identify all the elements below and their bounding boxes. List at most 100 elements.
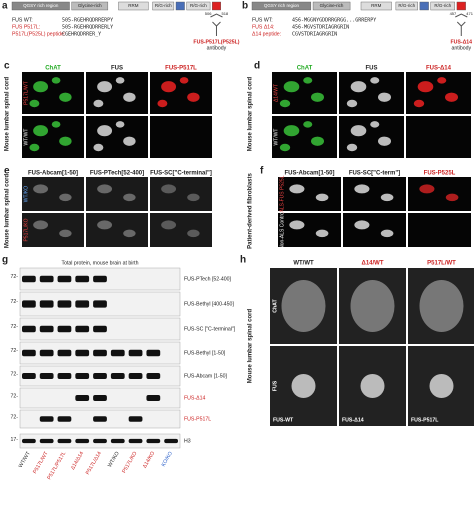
cell [289, 184, 305, 194]
cell [97, 125, 113, 137]
antibody-note: antibody [451, 45, 471, 51]
cell [51, 121, 61, 128]
cell [179, 77, 189, 84]
cell [161, 184, 177, 194]
band [39, 300, 54, 308]
antibody-note: antibody [207, 45, 227, 51]
band [164, 438, 178, 444]
antibody-icon [455, 13, 468, 36]
micrograph [343, 213, 406, 247]
domain-box [312, 1, 351, 11]
domain-label: Glycine-rich [320, 3, 344, 8]
cell [281, 280, 326, 332]
band [128, 438, 143, 444]
domain-box [71, 1, 109, 11]
cell [283, 125, 300, 137]
column-header: FUS-SC["C-term"] [349, 171, 400, 177]
band [57, 373, 72, 379]
cell [29, 143, 40, 152]
row-label: ALS-FUS P525L [279, 175, 285, 212]
sequence: 505-RGEHRQDRRERLY [62, 25, 113, 31]
domain-box [419, 1, 429, 11]
cell [59, 92, 72, 102]
band [93, 275, 107, 283]
micrograph [86, 213, 148, 247]
domain-label: RRM [128, 3, 138, 8]
micrograph [278, 213, 341, 247]
sequence-label: FUS WT: [252, 17, 273, 23]
domain-box [212, 1, 221, 11]
cell [123, 229, 136, 238]
domain-label: QGSY rich region [23, 3, 59, 8]
row-label: FUS [272, 380, 278, 391]
sequence: 456-MGVSTDRIAGRGRIN [292, 25, 349, 31]
column-header: Δ14/WT [362, 261, 384, 267]
column-header: FUS-PTech[52-400] [90, 171, 144, 177]
row-label: P517L/WT [23, 81, 29, 105]
row-label: Δ14/WT [273, 84, 279, 102]
row-label: ChAT [272, 298, 278, 312]
lane-label: P517L/KO [121, 451, 138, 475]
blot-label: FUS-P517L [184, 416, 211, 422]
cell [311, 136, 324, 146]
band [75, 395, 90, 401]
cell [354, 220, 370, 230]
panel-letter: e [4, 166, 10, 177]
micrograph [150, 177, 212, 211]
blot-label: FUS-PTech [52-400] [184, 276, 232, 282]
size-marker: 72- [11, 324, 19, 330]
cell [303, 77, 313, 84]
band [75, 325, 90, 333]
band [93, 349, 107, 357]
band [39, 416, 54, 422]
domain-box [186, 1, 211, 11]
sequence-label: Δ14 peptide: [252, 31, 281, 37]
band [110, 438, 125, 444]
panel-letter: g [2, 255, 8, 266]
micrograph [22, 213, 84, 247]
cell [370, 121, 380, 128]
cell [445, 92, 458, 102]
sequence-label: FUS Δ14: [252, 24, 275, 30]
band [22, 349, 36, 357]
band [57, 300, 72, 308]
band [75, 373, 90, 379]
band [146, 395, 161, 401]
panel-letter: f [260, 166, 264, 177]
micrograph [150, 213, 212, 247]
band [93, 300, 107, 308]
column-header: WT/WT [293, 261, 314, 267]
image-label: FUS-WT [273, 417, 294, 423]
cell [93, 143, 104, 152]
cell [360, 374, 385, 398]
domain-box [11, 1, 70, 11]
cell [291, 374, 316, 398]
cell [370, 77, 380, 84]
side-label: Mouse lumbar spinal cord [5, 173, 11, 248]
band [57, 275, 72, 283]
cell [93, 99, 104, 108]
domain-box [360, 1, 392, 11]
domain-label: QGSY rich region [264, 3, 300, 8]
antibody-label: FUS-P517L(P525L) [193, 39, 239, 45]
size-marker: 72- [11, 274, 19, 280]
micrograph [408, 213, 471, 247]
domain-label: R/G-rich [155, 3, 172, 8]
domain-box [118, 1, 149, 11]
band [75, 349, 90, 357]
band [39, 275, 54, 283]
cell [289, 220, 305, 230]
blot-label: FUS-Δ14 [184, 395, 205, 401]
band [22, 325, 36, 333]
band [128, 416, 143, 422]
column-header: FUS-P525L [424, 171, 456, 177]
micrograph [406, 116, 471, 158]
column-header: ChAT [45, 66, 61, 72]
cell [157, 99, 168, 108]
band [146, 438, 161, 444]
band [93, 373, 107, 379]
column-header: FUS-SC["C-terminal"] [150, 171, 212, 177]
domain-label: Glycine-rich [78, 3, 102, 8]
cell [315, 193, 329, 202]
cell [346, 143, 358, 152]
